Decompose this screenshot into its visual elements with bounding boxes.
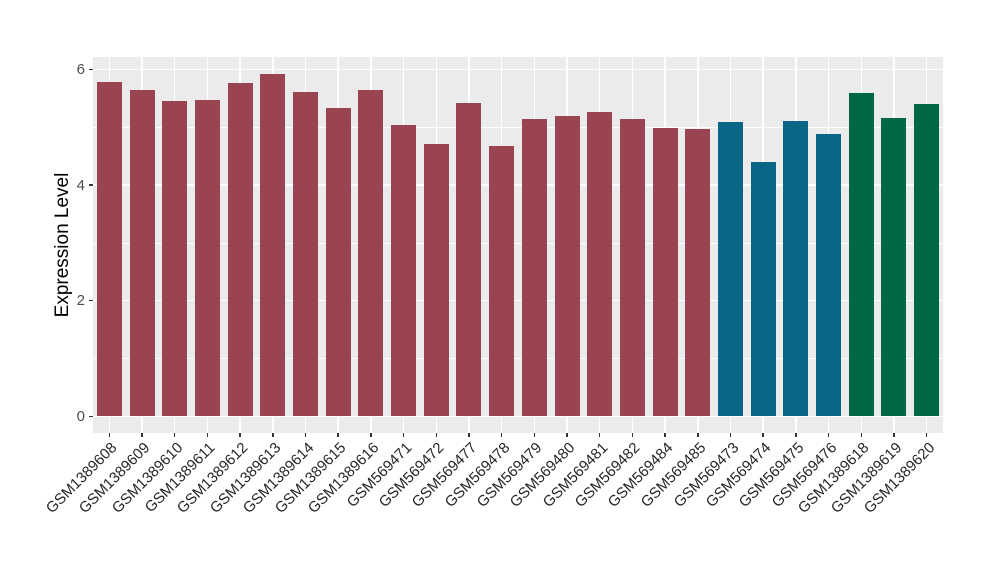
x-tick	[141, 433, 143, 437]
gridline-major	[93, 68, 943, 71]
x-tick	[304, 433, 307, 437]
x-tick	[925, 433, 928, 437]
bar-GSM569481	[587, 111, 613, 417]
gridline-major	[93, 184, 943, 186]
x-tick	[762, 433, 764, 437]
x-tick	[337, 433, 339, 437]
y-tick	[89, 299, 93, 302]
bar-GSM569479	[521, 118, 547, 417]
bar-GSM569472	[423, 144, 449, 417]
bar-GSM1389614	[293, 91, 318, 417]
bar-GSM569471	[391, 125, 417, 417]
bar-GSM569484	[652, 128, 678, 417]
x-tick	[827, 433, 830, 437]
gridline-minor	[93, 127, 943, 128]
x-tick	[173, 433, 176, 437]
x-tick	[533, 433, 536, 437]
x-tick	[272, 433, 274, 437]
x-tick	[729, 433, 732, 437]
bar-GSM1389608	[96, 82, 122, 417]
bar-GSM569480	[554, 115, 580, 417]
y-tick-label: 6	[76, 61, 85, 79]
y-tick	[89, 68, 93, 71]
bar-GSM1389619	[881, 117, 907, 417]
bar-GSM1389615	[325, 108, 351, 417]
y-tick	[89, 184, 93, 186]
x-tick	[370, 433, 372, 437]
bar-GSM569485	[685, 128, 711, 417]
gridline-minor	[93, 242, 943, 244]
x-tick	[631, 433, 634, 437]
y-tick	[89, 415, 93, 417]
gridline-major	[93, 415, 943, 417]
x-tick	[206, 433, 209, 437]
x-tick	[860, 433, 863, 437]
x-tick	[566, 433, 568, 437]
x-tick	[108, 433, 111, 437]
bar-GSM1389616	[358, 89, 384, 417]
x-tick	[697, 433, 699, 437]
gridline-major	[93, 299, 943, 302]
x-tick	[435, 433, 438, 437]
bar-GSM569474	[750, 162, 776, 417]
y-tick-label: 0	[76, 407, 85, 425]
x-tick	[239, 433, 241, 437]
x-tick	[795, 433, 797, 437]
x-tick	[664, 433, 666, 437]
bar-GSM1389613	[260, 73, 286, 417]
gridline-minor	[93, 358, 943, 359]
bar-GSM1389618	[848, 92, 874, 417]
bar-GSM1389612	[227, 82, 253, 417]
x-tick	[402, 433, 405, 437]
x-tick	[893, 433, 895, 437]
x-tick	[598, 433, 601, 437]
bar-GSM569482	[619, 118, 645, 417]
bar-GSM569473	[718, 121, 743, 417]
bar-GSM569476	[816, 133, 842, 417]
x-tick	[500, 433, 503, 437]
plot-panel	[93, 57, 943, 433]
bar-GSM1389620	[914, 103, 940, 417]
bar-GSM569475	[783, 121, 809, 417]
bar-GSM1389609	[129, 90, 155, 417]
y-tick-label: 2	[76, 292, 85, 310]
bar-GSM1389611	[194, 99, 220, 417]
x-tick	[468, 433, 470, 437]
bar-GSM569478	[489, 145, 515, 417]
y-tick-label: 4	[76, 176, 85, 194]
bar-GSM1389610	[162, 101, 188, 417]
bar-GSM569477	[456, 103, 482, 417]
